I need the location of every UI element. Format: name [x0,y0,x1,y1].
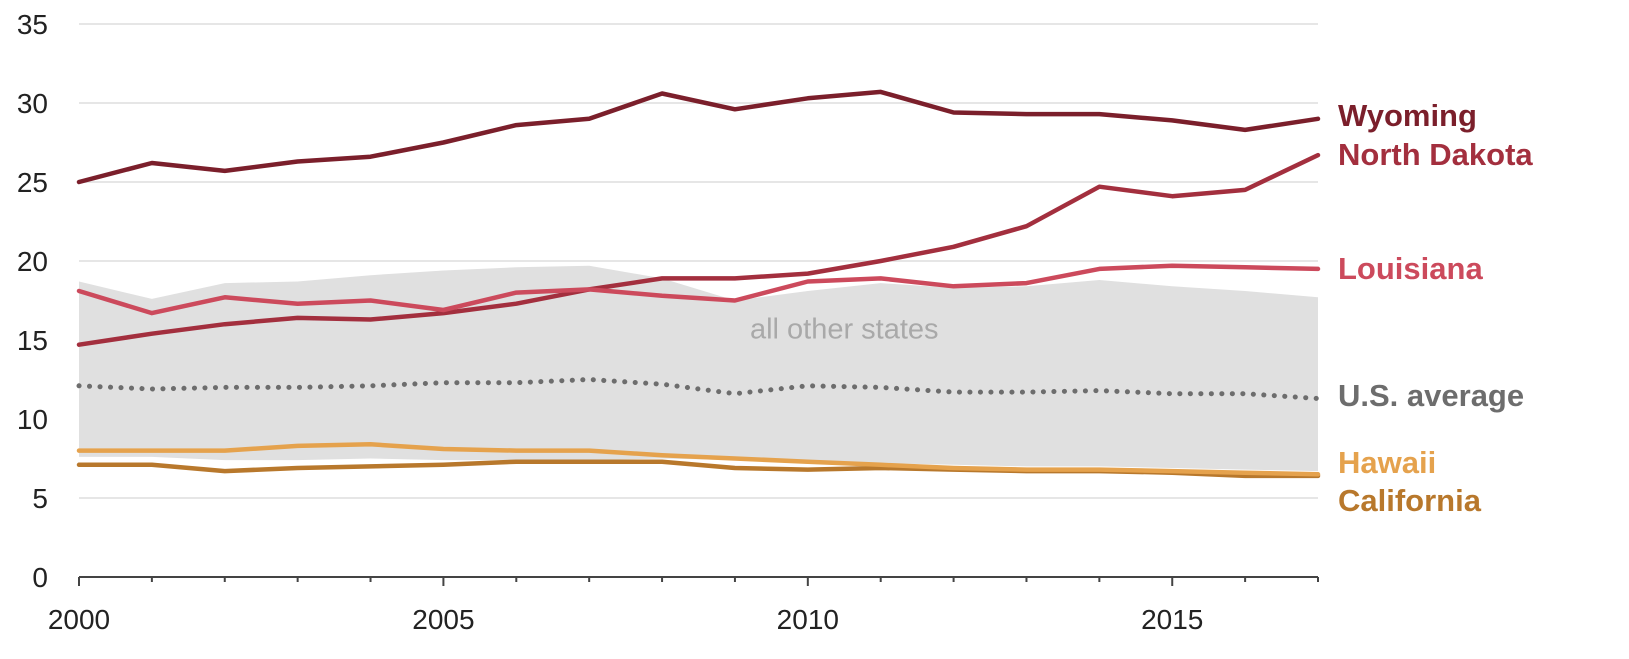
series-lines [76,89,1321,479]
y-tick-label-10: 10 [17,404,48,435]
series-line-wyoming [76,89,1321,185]
y-tick-label-35: 35 [17,9,48,40]
y-tick-label-0: 0 [32,562,48,593]
x-tick-label-2015: 2015 [1141,604,1203,635]
series-label-wyoming: Wyoming [1338,98,1477,133]
y-tick-label-15: 15 [17,325,48,356]
x-tick-label-2000: 2000 [48,604,110,635]
y-tick-label-30: 30 [17,88,48,119]
band-label: all other states [750,313,939,345]
series-label-california: California [1338,483,1482,518]
series-line-u-s-average [76,377,1321,401]
axes [78,576,1319,586]
series-label-louisiana: Louisiana [1338,251,1483,286]
y-tick-label-25: 25 [17,167,48,198]
series-label-north-dakota: North Dakota [1338,137,1533,172]
series-line-north-dakota [76,152,1321,347]
x-tick-label-2005: 2005 [412,604,474,635]
series-line-hawaii [76,442,1321,477]
x-tick-label-2010: 2010 [777,604,839,635]
series-line-louisiana [76,263,1321,316]
series-label-hawaii: Hawaii [1338,445,1436,480]
labels: 0 5 10 15 20 25 30 35 all other states 2000 2005 20… [17,9,1534,635]
series-label-u-s-average: U.S. average [1338,378,1524,413]
y-tick-label-5: 5 [32,483,48,514]
y-tick-label-20: 20 [17,246,48,277]
